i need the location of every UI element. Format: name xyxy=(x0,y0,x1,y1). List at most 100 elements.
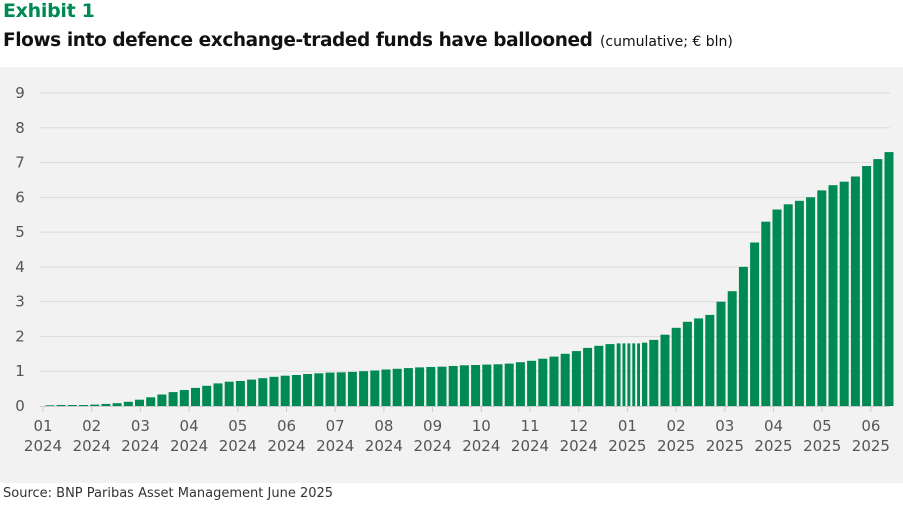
bar xyxy=(269,376,279,406)
bar xyxy=(247,379,257,406)
bar xyxy=(224,381,234,406)
x-tick-month: 02 xyxy=(667,417,686,435)
bar xyxy=(616,343,621,406)
bar xyxy=(817,190,827,406)
bar xyxy=(79,405,88,406)
bar xyxy=(571,351,581,406)
bar xyxy=(303,374,313,406)
x-tick-year: 2024 xyxy=(267,437,305,455)
x-tick-year: 2024 xyxy=(73,437,111,455)
bar xyxy=(783,204,793,406)
bar xyxy=(280,375,290,406)
bar xyxy=(828,185,838,406)
bar xyxy=(660,334,670,406)
bar xyxy=(694,318,704,406)
x-tick-year: 2024 xyxy=(414,437,452,455)
x-tick-year: 2024 xyxy=(316,437,354,455)
bar xyxy=(761,221,771,406)
y-tick-label: 6 xyxy=(15,188,25,206)
bar xyxy=(135,399,144,406)
x-tick-year: 2025 xyxy=(754,437,792,455)
y-tick-label: 3 xyxy=(15,293,25,311)
x-tick-month: 07 xyxy=(326,417,345,435)
bar xyxy=(637,343,640,406)
x-tick-year: 2024 xyxy=(170,437,208,455)
bar xyxy=(191,387,200,406)
bar xyxy=(448,366,458,406)
bar xyxy=(583,347,593,406)
bars xyxy=(45,152,894,407)
bar xyxy=(168,392,178,406)
bar xyxy=(90,404,100,406)
x-tick-year: 2025 xyxy=(657,437,695,455)
bar xyxy=(649,339,659,406)
bar xyxy=(671,327,681,407)
bar xyxy=(560,353,570,406)
bar xyxy=(258,378,268,406)
bar xyxy=(426,367,436,406)
x-tick-month: 05 xyxy=(813,417,832,435)
bar xyxy=(123,401,133,406)
bar xyxy=(716,301,726,406)
y-axis-ticks: 0 1 2 3 4 5 6 7 8 9 xyxy=(15,84,25,415)
bar xyxy=(471,365,481,406)
bar xyxy=(806,197,816,406)
bar xyxy=(325,372,335,406)
bar xyxy=(482,364,492,406)
bar xyxy=(213,383,223,406)
x-tick-month: 01 xyxy=(33,417,52,435)
bar xyxy=(146,397,156,406)
bar xyxy=(627,343,631,406)
x-tick-month: 12 xyxy=(569,417,588,435)
bar xyxy=(750,242,760,406)
bar xyxy=(794,200,804,406)
bar xyxy=(157,394,167,406)
bar xyxy=(314,373,324,406)
bar xyxy=(862,166,872,406)
x-axis-ticks: 01 2024 02 2024 03 2024 04 2024 05 2024 06 2024 07 20… xyxy=(24,406,890,455)
x-tick-year: 2025 xyxy=(803,437,841,455)
y-tick-label: 9 xyxy=(15,84,25,102)
bar xyxy=(370,370,380,406)
x-tick-month: 04 xyxy=(180,417,199,435)
bar xyxy=(605,344,615,406)
x-tick-month: 08 xyxy=(374,417,393,435)
bar xyxy=(359,371,369,406)
bar xyxy=(381,369,391,406)
bar xyxy=(515,362,525,406)
bar xyxy=(179,390,189,406)
x-tick-month: 03 xyxy=(715,417,734,435)
y-tick-label: 8 xyxy=(15,119,25,137)
bar xyxy=(493,364,503,406)
bar xyxy=(873,159,883,406)
y-tick-label: 2 xyxy=(15,327,25,345)
bar xyxy=(101,403,111,406)
bar xyxy=(336,372,346,406)
x-tick-year: 2024 xyxy=(365,437,403,455)
bar xyxy=(839,181,849,406)
y-tick-label: 5 xyxy=(15,223,25,241)
x-tick-year: 2024 xyxy=(560,437,598,455)
bar xyxy=(622,343,626,406)
x-tick-year: 2025 xyxy=(852,437,890,455)
bar xyxy=(682,321,692,406)
x-tick-month: 05 xyxy=(228,417,247,435)
bar xyxy=(727,291,737,406)
source-note: Source: BNP Paribas Asset Management Jun… xyxy=(3,486,334,501)
chart-heading: Flows into defence exchange-traded funds… xyxy=(3,30,733,51)
y-tick-label: 0 xyxy=(15,397,25,415)
x-tick-year: 2024 xyxy=(219,437,257,455)
x-tick-month: 09 xyxy=(423,417,442,435)
bar xyxy=(45,405,55,407)
y-tick-label: 1 xyxy=(15,362,25,380)
x-tick-month: 04 xyxy=(764,417,783,435)
bar xyxy=(291,375,301,406)
x-tick-month: 10 xyxy=(472,417,491,435)
bar xyxy=(738,266,748,406)
x-tick-month: 01 xyxy=(618,417,637,435)
x-tick-year: 2024 xyxy=(121,437,159,455)
bar xyxy=(56,405,66,406)
bar xyxy=(112,403,122,406)
bar xyxy=(538,358,548,406)
